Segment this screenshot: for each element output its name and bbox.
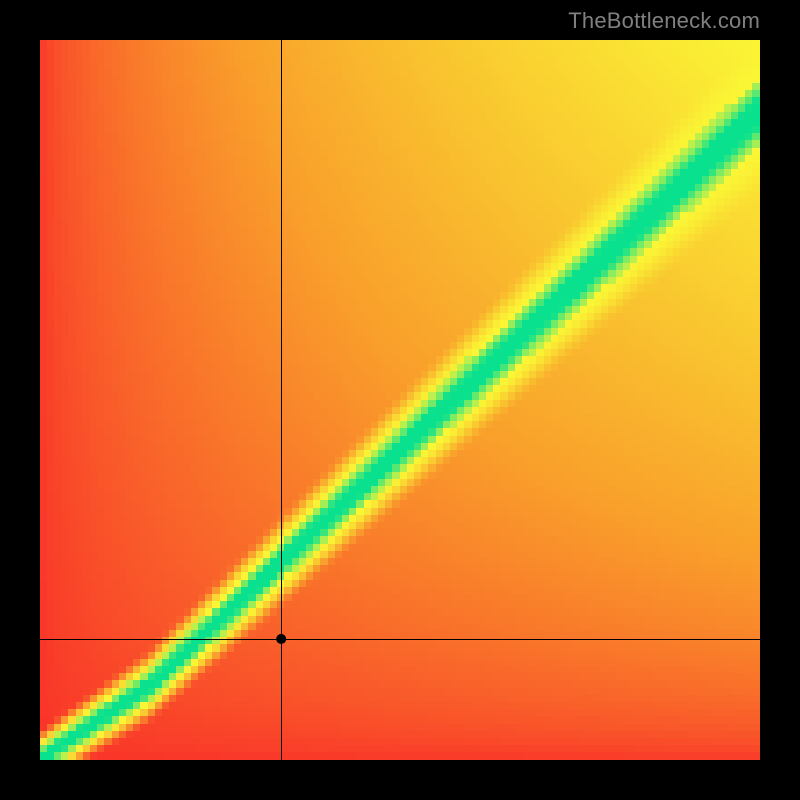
chart-container: TheBottleneck.com <box>0 0 800 800</box>
bottleneck-heatmap <box>40 40 760 760</box>
watermark-text: TheBottleneck.com <box>568 8 760 34</box>
